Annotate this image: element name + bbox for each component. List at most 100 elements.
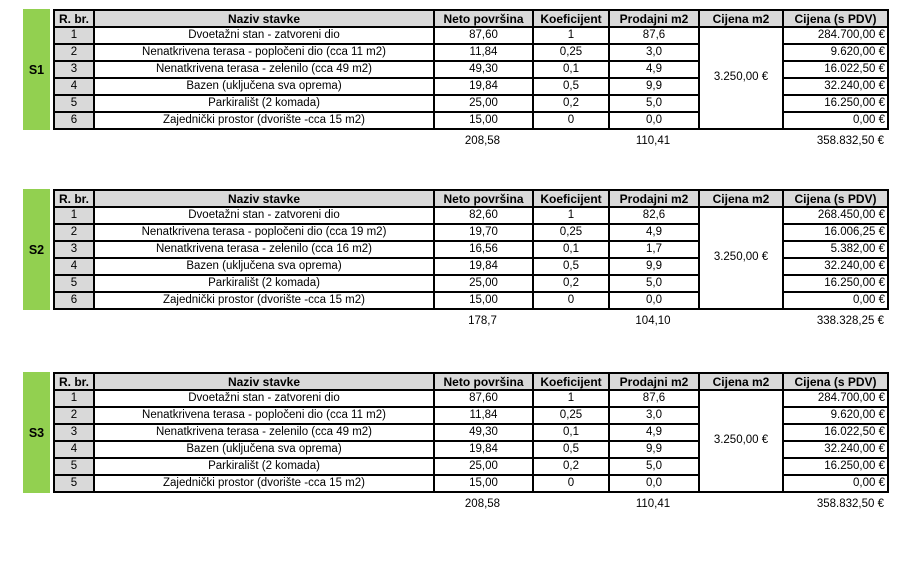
table-row: 1 Dvoetažni stan - zatvoreni dio 87,60 1 87,…	[53, 26, 889, 130]
koeficijent-cell: 0,25	[532, 223, 610, 242]
item-name-cell: Zajednički prostor (dvorište -cca 15 m2)	[93, 474, 435, 493]
row-number-cell: 5	[53, 457, 95, 476]
row-number-cell: 2	[53, 406, 95, 425]
table-row: 2 Nenatkrivena terasa - popločeni dio (cc…	[53, 223, 889, 242]
neto-povrsina-cell: 25,00	[433, 457, 534, 476]
column-header-koeficijent: Koeficijent	[532, 189, 610, 208]
prodajni-m2-cell: 3,0	[608, 406, 700, 425]
neto-povrsina-cell: 87,60	[433, 389, 534, 408]
koeficijent-cell: 0,2	[532, 457, 610, 476]
row-number-cell: 6	[53, 291, 95, 310]
spreadsheet-page: S1 R. br. Naziv stavke Neto površina Koe…	[23, 9, 920, 514]
column-header-rbr: R. br.	[53, 372, 95, 391]
row-number-cell: 4	[53, 440, 95, 459]
table-row: 4 Bazen (uključena sva oprema) 19,84 0,5 9,9…	[53, 77, 889, 96]
neto-povrsina-cell: 11,84	[433, 43, 534, 62]
koeficijent-cell: 0,1	[532, 240, 610, 259]
totals-row: 178,7 104,10 338.328,25 €	[53, 310, 887, 331]
prodajni-m2-cell: 3,0	[608, 43, 700, 62]
row-number-cell: 4	[53, 77, 95, 96]
column-header-prodajni: Prodajni m2	[608, 372, 700, 391]
neto-povrsina-cell: 16,56	[433, 240, 534, 259]
neto-povrsina-cell: 15,00	[433, 474, 534, 493]
column-header-cijena-pdv: Cijena (s PDV)	[782, 9, 889, 28]
table-row: 4 Bazen (uključena sva oprema) 19,84 0,5 9,9…	[53, 257, 889, 276]
neto-povrsina-cell: 82,60	[433, 206, 534, 225]
row-number-cell: 2	[53, 43, 95, 62]
table-row: 3 Nenatkrivena terasa - zelenilo (cca 16 …	[53, 240, 889, 259]
koeficijent-cell: 1	[532, 389, 610, 408]
cijena-pdv-cell: 32.240,00 €	[782, 257, 889, 276]
item-name-cell: Dvoetažni stan - zatvoreni dio	[93, 206, 435, 225]
koeficijent-cell: 1	[532, 206, 610, 225]
neto-povrsina-cell: 15,00	[433, 111, 534, 130]
prodajni-m2-cell: 9,9	[608, 77, 700, 96]
row-number-cell: 4	[53, 257, 95, 276]
prodajni-m2-cell: 4,9	[608, 223, 700, 242]
table-row: 5 Parkirališt (2 komada) 25,00 0,2 5,0 16.250…	[53, 94, 889, 113]
column-header-cijena-m2: Cijena m2	[698, 372, 784, 391]
row-number-cell: 3	[53, 240, 95, 259]
koeficijent-cell: 0,1	[532, 60, 610, 79]
prodajni-m2-cell: 0,0	[608, 111, 700, 130]
pricing-table: R. br. Naziv stavke Neto površina Koefic…	[53, 189, 889, 310]
cijena-pdv-cell: 32.240,00 €	[782, 440, 889, 459]
row-number-cell: 1	[53, 206, 95, 225]
row-number-cell: 1	[53, 26, 95, 45]
item-name-cell: Nenatkrivena terasa - zelenilo (cca 49 m…	[93, 60, 435, 79]
cijena-pdv-cell: 284.700,00 €	[782, 389, 889, 408]
prodajni-m2-cell: 82,6	[608, 206, 700, 225]
neto-povrsina-cell: 49,30	[433, 60, 534, 79]
neto-povrsina-cell: 19,84	[433, 77, 534, 96]
cijena-pdv-cell: 9.620,00 €	[782, 406, 889, 425]
prodajni-m2-cell: 9,9	[608, 257, 700, 276]
prodajni-m2-cell: 0,0	[608, 291, 700, 310]
cijena-m2-merged-cell: 3.250,00 €	[698, 26, 784, 130]
koeficijent-cell: 1	[532, 26, 610, 45]
koeficijent-cell: 0,2	[532, 94, 610, 113]
total-prodajni-m2: 110,41	[635, 134, 671, 147]
column-header-neto: Neto površina	[433, 189, 534, 208]
total-cijena-pdv: 338.328,25 €	[816, 314, 884, 327]
total-neto-povrsina: 178,7	[468, 314, 497, 327]
unit-section-s1: S1 R. br. Naziv stavke Neto površina Koe…	[23, 9, 920, 130]
table-row: 1 Dvoetažni stan - zatvoreni dio 87,60 1 87,…	[53, 389, 889, 493]
neto-povrsina-cell: 25,00	[433, 274, 534, 293]
table-row: 3 Nenatkrivena terasa - zelenilo (cca 49 …	[53, 423, 889, 442]
pricing-table: R. br. Naziv stavke Neto površina Koefic…	[53, 372, 889, 493]
totals-row: 208,58 110,41 358.832,50 €	[53, 493, 887, 514]
item-name-cell: Nenatkrivena terasa - zelenilo (cca 49 m…	[93, 423, 435, 442]
prodajni-m2-cell: 5,0	[608, 274, 700, 293]
item-name-cell: Bazen (uključena sva oprema)	[93, 440, 435, 459]
prodajni-m2-cell: 5,0	[608, 457, 700, 476]
cijena-m2-merged-cell: 3.250,00 €	[698, 389, 784, 493]
column-header-naziv: Naziv stavke	[93, 189, 435, 208]
column-header-koeficijent: Koeficijent	[532, 372, 610, 391]
unit-section-s2: S2 R. br. Naziv stavke Neto površina Koe…	[23, 189, 920, 310]
unit-section-s3: S3 R. br. Naziv stavke Neto površina Koe…	[23, 372, 920, 493]
total-cijena-pdv: 358.832,50 €	[816, 134, 884, 147]
table-row: 5 Zajednički prostor (dvorište -cca 15 m2…	[53, 474, 889, 493]
item-name-cell: Bazen (uključena sva oprema)	[93, 77, 435, 96]
neto-povrsina-cell: 11,84	[433, 406, 534, 425]
header-row: R. br. Naziv stavke Neto površina Koefic…	[53, 9, 889, 28]
header-row: R. br. Naziv stavke Neto površina Koefic…	[53, 189, 889, 208]
table-row: 6 Zajednički prostor (dvorište -cca 15 m2…	[53, 111, 889, 130]
koeficijent-cell: 0	[532, 111, 610, 130]
table-row: 3 Nenatkrivena terasa - zelenilo (cca 49 …	[53, 60, 889, 79]
item-name-cell: Bazen (uključena sva oprema)	[93, 257, 435, 276]
column-header-koeficijent: Koeficijent	[532, 9, 610, 28]
row-number-cell: 2	[53, 223, 95, 242]
row-number-cell: 3	[53, 423, 95, 442]
koeficijent-cell: 0,1	[532, 423, 610, 442]
column-header-cijena-pdv: Cijena (s PDV)	[782, 372, 889, 391]
column-header-prodajni: Prodajni m2	[608, 9, 700, 28]
prodajni-m2-cell: 0,0	[608, 474, 700, 493]
neto-povrsina-cell: 15,00	[433, 291, 534, 310]
total-cijena-pdv: 358.832,50 €	[816, 497, 884, 510]
row-number-cell: 5	[53, 474, 95, 493]
cijena-m2-merged-cell: 3.250,00 €	[698, 206, 784, 310]
column-header-cijena-pdv: Cijena (s PDV)	[782, 189, 889, 208]
column-header-rbr: R. br.	[53, 189, 95, 208]
row-number-cell: 6	[53, 111, 95, 130]
